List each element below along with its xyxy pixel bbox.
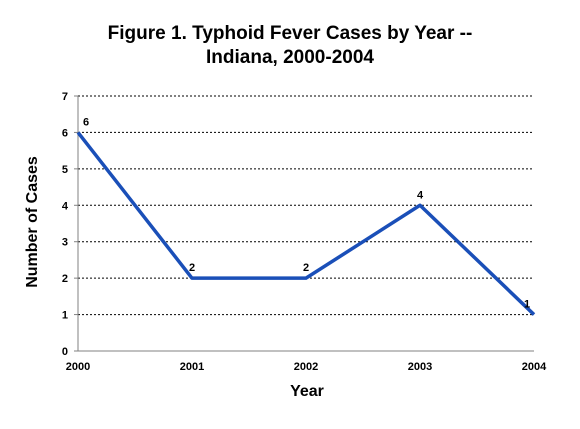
data-label-2003: 4 bbox=[417, 189, 424, 201]
y-tick-label-3: 3 bbox=[62, 237, 68, 249]
gridlines bbox=[78, 95, 534, 316]
y-tick-label-2: 2 bbox=[62, 273, 68, 285]
x-tick-labels: 2000 2001 2002 2003 2004 bbox=[66, 361, 547, 373]
y-tick-label-1: 1 bbox=[62, 310, 68, 322]
y-tick-label-6: 6 bbox=[62, 127, 68, 139]
data-labels: 6 2 2 4 1 bbox=[83, 116, 530, 310]
y-tick-label-0: 0 bbox=[62, 346, 68, 358]
y-axis-label: Number of Cases bbox=[24, 156, 41, 288]
chart-title: Figure 1. Typhoid Fever Cases by Year --… bbox=[0, 22, 580, 70]
series-group bbox=[76, 131, 536, 316]
data-label-2002: 2 bbox=[303, 262, 309, 274]
series-line-0 bbox=[76, 131, 536, 316]
y-tick-label-7: 7 bbox=[62, 91, 68, 103]
data-label-2004: 1 bbox=[524, 299, 530, 311]
y-tick-label-5: 5 bbox=[62, 164, 68, 176]
x-axis-label: Year bbox=[290, 383, 324, 400]
x-tick-label-2004: 2004 bbox=[522, 361, 547, 373]
x-tick-label-2000: 2000 bbox=[66, 361, 90, 373]
y-tick-label-4: 4 bbox=[62, 200, 69, 212]
data-label-2001: 2 bbox=[189, 262, 195, 274]
data-label-2000: 6 bbox=[83, 116, 89, 128]
chart-title-line-1: Figure 1. Typhoid Fever Cases by Year -- bbox=[107, 23, 473, 44]
chart-title-line-2: Indiana, 2000-2004 bbox=[206, 47, 374, 68]
x-tick-label-2001: 2001 bbox=[180, 361, 204, 373]
axes bbox=[74, 95, 534, 352]
y-tick-labels: 0 1 2 3 4 5 6 7 bbox=[62, 91, 69, 358]
x-tick-label-2003: 2003 bbox=[408, 361, 432, 373]
x-tick-label-2002: 2002 bbox=[294, 361, 318, 373]
